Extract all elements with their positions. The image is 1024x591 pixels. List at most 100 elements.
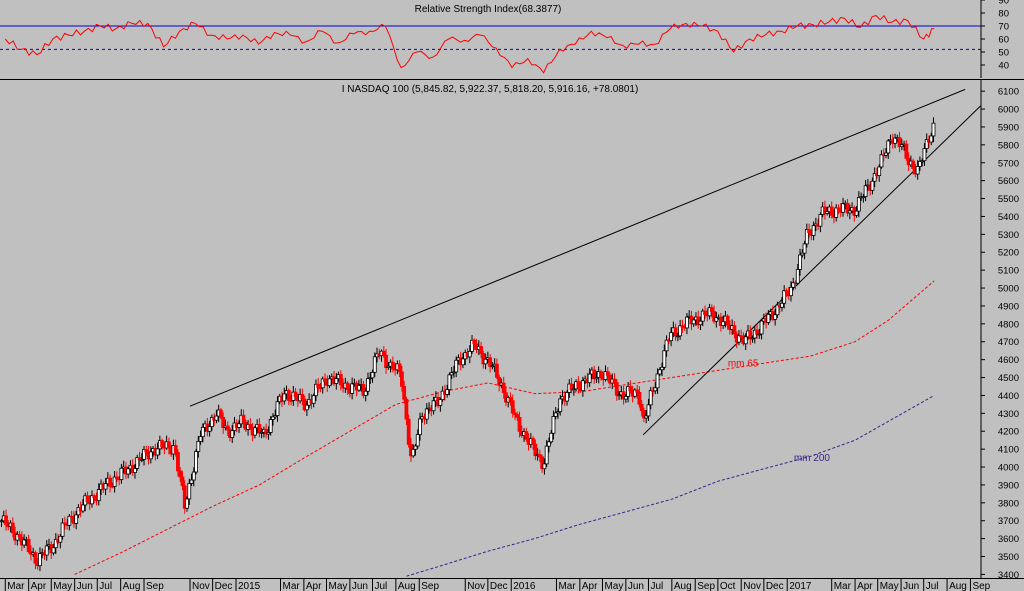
candle: [397, 360, 402, 378]
candle-body: [847, 210, 852, 214]
candle: [53, 533, 58, 554]
candle-body: [766, 313, 771, 323]
candle: [551, 410, 556, 440]
candle: [847, 204, 852, 220]
candle: [569, 377, 574, 394]
candle: [800, 249, 805, 258]
candle-body: [17, 534, 22, 538]
candle-body: [612, 378, 617, 383]
candle: [268, 415, 273, 436]
candle: [655, 368, 660, 394]
candle-body: [404, 398, 409, 420]
candle: [189, 473, 194, 486]
candlesticks: [0, 117, 936, 572]
candle: [81, 499, 85, 514]
candle: [289, 395, 293, 406]
candle: [515, 411, 520, 421]
x-tick-label: Jul: [926, 581, 939, 591]
candle: [275, 396, 280, 422]
candle-body: [795, 269, 800, 284]
candle: [74, 510, 79, 530]
candle: [646, 398, 651, 421]
candle-body: [334, 378, 339, 384]
candle: [481, 350, 486, 369]
price-y-tick-label: 3700: [998, 516, 1019, 527]
candle-body: [700, 310, 705, 322]
candle: [524, 427, 529, 442]
candle: [302, 395, 307, 412]
rsi-y-tick-label: 50: [998, 48, 1009, 59]
candle: [282, 387, 287, 405]
candle: [237, 420, 241, 433]
candle: [418, 412, 422, 441]
candle-body: [189, 479, 194, 484]
candle: [639, 400, 644, 417]
candle-body: [639, 403, 644, 411]
ma-line-1: [406, 394, 935, 577]
x-tick-label: Aug: [398, 581, 416, 591]
candle: [264, 423, 269, 439]
candle-body: [293, 391, 298, 398]
price-y-tick-label: 5100: [998, 266, 1019, 277]
price-y-axis: 3400 3500 3600 3700 3800 3900 4000 4100 4200 4300…: [981, 87, 1019, 581]
candle: [207, 420, 212, 437]
candle: [209, 414, 214, 431]
candle-body: [845, 202, 850, 214]
candle: [271, 413, 275, 426]
candle-body: [497, 376, 502, 386]
x-tick-label: Nov: [467, 581, 485, 591]
candle: [286, 388, 291, 406]
candle: [187, 478, 192, 506]
candle-body: [85, 495, 90, 502]
candle-body: [248, 424, 253, 429]
candle: [628, 380, 633, 394]
candle: [135, 454, 140, 471]
candle-body: [350, 383, 355, 394]
candle-body: [508, 397, 513, 402]
x-tick-label: Nov: [192, 581, 210, 591]
candle-body: [759, 320, 764, 335]
candle-body: [406, 418, 411, 445]
price-y-tick-label: 5900: [998, 122, 1019, 133]
candle: [438, 397, 443, 412]
candle-body: [431, 400, 436, 412]
candle: [829, 201, 834, 219]
x-tick-label: Apr: [31, 581, 47, 591]
candle: [257, 418, 262, 438]
candle: [112, 471, 117, 493]
price-y-tick-label: 6100: [998, 87, 1019, 98]
candle: [483, 353, 488, 370]
candle: [176, 449, 180, 477]
candle-body: [592, 369, 597, 380]
candle: [126, 466, 131, 479]
candle-body: [775, 304, 780, 316]
candle: [893, 133, 897, 149]
candle-body: [675, 335, 680, 338]
price-y-tick-label: 4200: [998, 427, 1019, 438]
candle: [662, 344, 667, 370]
candle: [470, 335, 474, 354]
candle: [368, 372, 373, 384]
candle: [780, 297, 784, 312]
candle-body: [191, 471, 196, 481]
x-tick-label: Sep: [146, 581, 164, 591]
candle-body: [904, 143, 909, 159]
candle: [784, 288, 789, 297]
candle-body: [286, 390, 291, 401]
candle: [553, 407, 558, 420]
candle: [825, 206, 830, 216]
candle-body: [467, 350, 472, 358]
price-y-tick-label: 5300: [998, 230, 1019, 241]
candle: [877, 164, 882, 182]
price-y-tick-label: 4300: [998, 409, 1019, 420]
candle: [542, 458, 547, 475]
candle-body: [483, 358, 488, 365]
candle-body: [119, 467, 124, 480]
candle: [449, 367, 454, 380]
candle-body: [662, 350, 667, 368]
candle-body: [214, 415, 219, 421]
candle-body: [915, 166, 920, 175]
candle: [357, 379, 361, 392]
candle-body: [537, 454, 542, 458]
candle: [537, 449, 542, 463]
